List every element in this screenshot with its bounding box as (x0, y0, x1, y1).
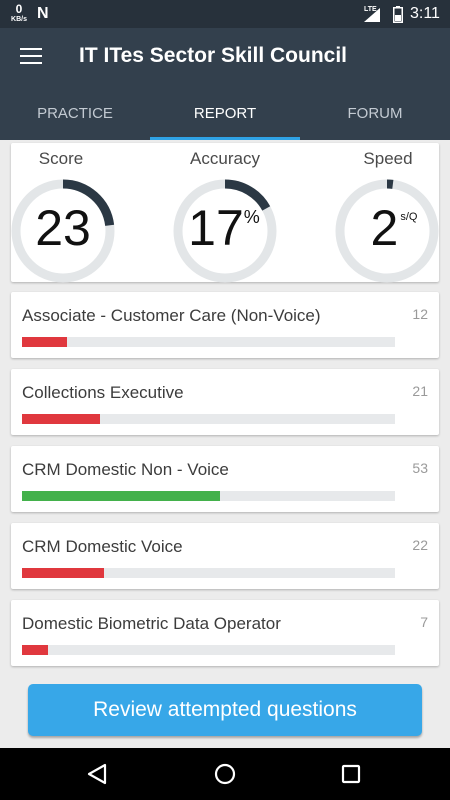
tab-forum[interactable]: FORUM (347, 105, 403, 122)
accuracy-value-display: 17% (169, 203, 279, 253)
battery-icon (393, 6, 403, 23)
speed-value: 2 (370, 200, 399, 256)
category-count: 22 (412, 537, 428, 553)
speed-unit: s/Q (400, 211, 418, 223)
summary-card: Score 23 Accuracy 17% Speed 2 s/Q (8, 143, 439, 283)
category-count: 53 (412, 460, 428, 476)
category-name: Associate - Customer Care (Non-Voice) (22, 306, 321, 325)
category-progress-track (22, 414, 395, 424)
score-value: 23 (35, 200, 91, 256)
category-progress-fill (22, 491, 220, 501)
tab-practice[interactable]: PRACTICE (37, 105, 113, 122)
score-gauge (11, 179, 115, 283)
recents-square-icon[interactable] (341, 762, 361, 786)
category-count: 7 (420, 614, 428, 630)
network-speed-unit: KB/s (11, 16, 27, 23)
review-attempted-questions-button[interactable]: Review attempted questions (28, 684, 422, 736)
category-progress-fill (22, 337, 67, 347)
category-progress-track (22, 337, 395, 347)
category-card-associate-customer-care[interactable]: Associate - Customer Care (Non-Voice) 12 (11, 292, 439, 358)
clock: 3:11 (410, 5, 440, 22)
category-card-domestic-biometric-data-operator[interactable]: Domestic Biometric Data Operator 7 (11, 600, 439, 666)
category-progress-fill (22, 414, 101, 424)
network-speed-indicator: 0 KB/s (8, 3, 30, 23)
system-nav-bar (0, 748, 450, 800)
accuracy-gauge (173, 179, 277, 283)
category-progress-fill (22, 568, 105, 578)
category-progress-track (22, 645, 395, 655)
category-name: CRM Domestic Voice (22, 537, 183, 556)
accuracy-label: Accuracy (190, 149, 260, 168)
speed-label: Speed (363, 149, 413, 168)
home-circle-icon[interactable] (213, 762, 237, 786)
score-label: Score (38, 149, 84, 168)
network-speed-value: 0 (15, 2, 23, 16)
score-value-display: 23 (8, 203, 118, 253)
category-name: CRM Domestic Non - Voice (22, 460, 229, 479)
status-bar: 0 KB/s N LTE 3:11 (0, 0, 450, 28)
category-card-collections-executive[interactable]: Collections Executive 21 (11, 369, 439, 435)
category-count: 21 (412, 383, 428, 399)
speed-value-display: 2 s/Q (339, 203, 449, 253)
notification-n-icon: N (37, 5, 49, 22)
category-name: Collections Executive (22, 383, 184, 402)
accuracy-unit: % (243, 207, 260, 227)
category-card-crm-domestic-non-voice[interactable]: CRM Domestic Non - Voice 53 (11, 446, 439, 512)
tab-report[interactable]: REPORT (150, 88, 300, 140)
app-bar: IT ITes Sector Skill Council (0, 28, 450, 88)
category-progress-fill (22, 645, 49, 655)
tab-bar: PRACTICE REPORT FORUM (0, 88, 450, 140)
hamburger-menu-icon[interactable] (20, 48, 42, 66)
accuracy-value: 17 (188, 200, 244, 256)
back-triangle-icon[interactable] (86, 762, 108, 786)
network-type-label: LTE (364, 6, 377, 13)
category-progress-track (22, 568, 395, 578)
category-card-crm-domestic-voice[interactable]: CRM Domestic Voice 22 (11, 523, 439, 589)
category-progress-track (22, 491, 395, 501)
category-name: Domestic Biometric Data Operator (22, 614, 281, 633)
speed-gauge (335, 179, 439, 283)
app-title: IT ITes Sector Skill Council (79, 44, 348, 67)
category-count: 12 (412, 306, 428, 322)
signal-icon (364, 8, 380, 22)
